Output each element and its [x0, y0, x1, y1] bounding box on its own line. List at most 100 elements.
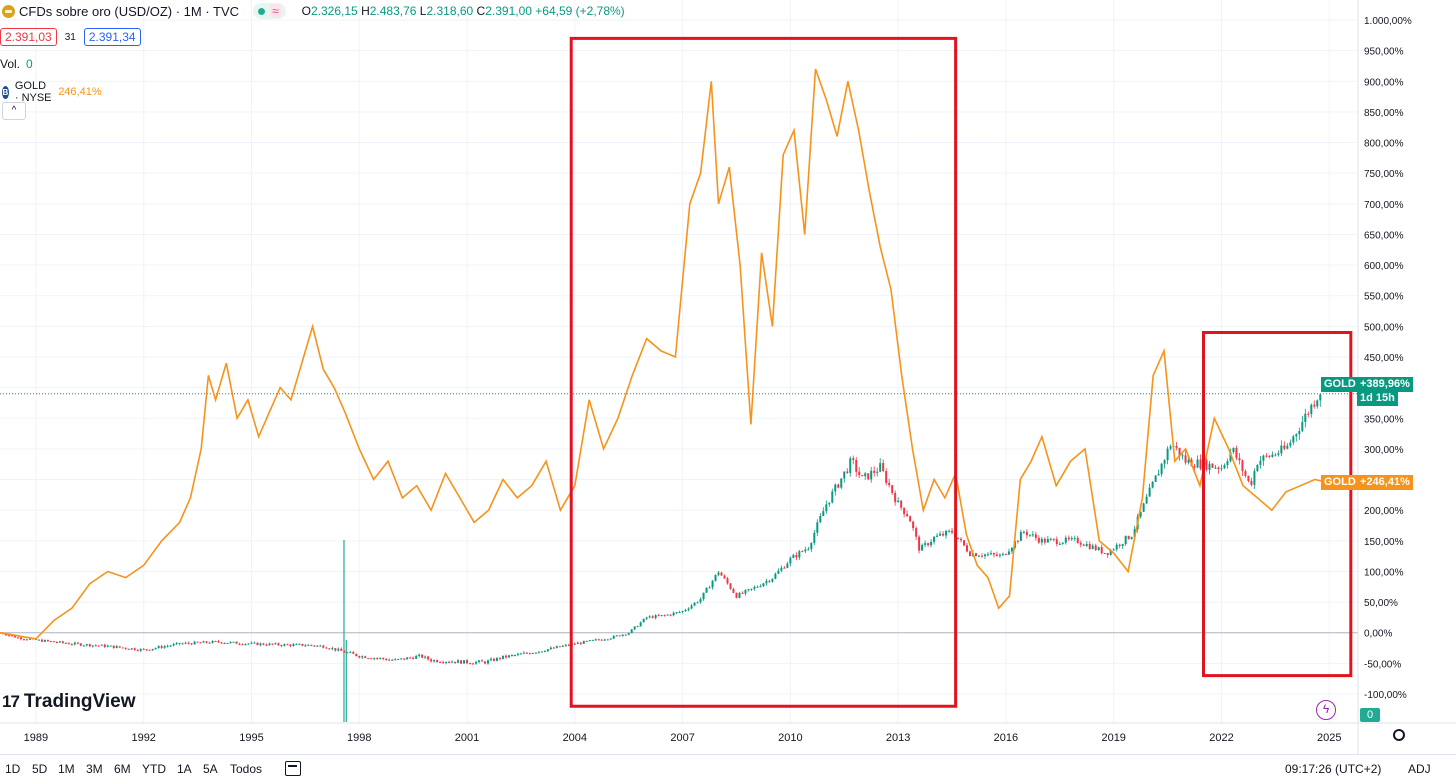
candle-body — [1268, 455, 1271, 457]
range-5a[interactable]: 5A — [203, 762, 218, 776]
candle-body — [840, 478, 843, 488]
candle-body — [798, 551, 801, 558]
settings-gear-icon[interactable] — [1393, 729, 1405, 741]
candle-body — [286, 644, 289, 646]
candle-body — [777, 570, 780, 574]
candle-body — [513, 654, 516, 656]
candle-body — [133, 648, 136, 651]
candle-body — [489, 658, 492, 661]
lightning-icon[interactable]: ϟ — [1316, 700, 1336, 720]
range-ytd[interactable]: YTD — [142, 762, 166, 776]
range-1d[interactable]: 1D — [5, 762, 21, 776]
x-tick-label: 1992 — [131, 732, 155, 744]
volume-legend[interactable]: Vol. 0 — [0, 57, 33, 71]
range-1m[interactable]: 1M — [58, 762, 75, 776]
candle-body — [618, 635, 621, 637]
candle-body — [319, 645, 322, 647]
volume-bar — [343, 540, 345, 722]
candle-body — [1139, 511, 1142, 517]
range-1a[interactable]: 1A — [177, 762, 192, 776]
candle-body — [1124, 535, 1127, 545]
candle-body — [58, 641, 61, 643]
candle-body — [340, 648, 343, 651]
candle-body — [1232, 448, 1235, 452]
candle-body — [19, 637, 22, 640]
tradingview-logo[interactable]: 17 TradingView — [2, 691, 136, 713]
candle-body — [1214, 467, 1217, 469]
candle-body — [1265, 455, 1268, 457]
candle-body — [567, 644, 570, 646]
y-tick-label: 1.000,00% — [1364, 16, 1412, 27]
candle-body — [966, 545, 969, 552]
candle-body — [549, 647, 552, 650]
candle-body — [1298, 431, 1301, 435]
candle-body — [1010, 547, 1013, 552]
candle-body — [738, 592, 741, 598]
candle-body — [1187, 459, 1190, 463]
candle-body — [534, 652, 537, 654]
candle-body — [442, 662, 445, 664]
candle-body — [7, 635, 10, 637]
candle-body — [217, 641, 220, 643]
candle-body — [1163, 460, 1166, 464]
candle-body — [358, 656, 361, 658]
candle-body — [1031, 534, 1034, 536]
candle-body — [331, 648, 334, 650]
y-tick-label: 200,00% — [1364, 506, 1404, 517]
calendar-icon[interactable] — [285, 761, 301, 776]
candle-body — [687, 608, 690, 610]
candle-body — [289, 644, 292, 646]
candle-body — [1208, 463, 1211, 470]
volume-bar — [345, 640, 347, 722]
adjust-toggle[interactable]: ADJ — [1408, 762, 1431, 776]
candle-body — [181, 643, 184, 645]
candle-body — [448, 661, 451, 663]
candle-body — [744, 590, 747, 594]
sell-price-button[interactable]: 2.391,03 — [0, 28, 57, 46]
buy-price-button[interactable]: 2.391,34 — [83, 28, 141, 46]
collapse-legend-button[interactable]: ^ — [2, 102, 26, 120]
candle-body — [1034, 534, 1037, 538]
candle-body — [579, 642, 582, 644]
candle-body — [172, 643, 175, 646]
range-3m[interactable]: 3M — [86, 762, 103, 776]
candle-body — [139, 648, 142, 651]
x-tick-label: 2004 — [563, 732, 587, 744]
candle-body — [1022, 531, 1025, 533]
candle-body — [1109, 549, 1112, 556]
candle-body — [831, 491, 834, 503]
candle-body — [771, 578, 774, 582]
candle-body — [627, 633, 630, 635]
candle-body — [504, 655, 507, 658]
candle-body — [948, 530, 951, 532]
candle-body — [229, 642, 232, 644]
x-tick-label: 2025 — [1317, 732, 1341, 744]
symbol-title[interactable]: CFDs sobre oro (USD/OZ) · 1M · TVC — [19, 3, 240, 19]
candle-body — [519, 653, 522, 655]
candle-body — [678, 611, 681, 613]
candle-body — [804, 549, 807, 552]
compare-legend[interactable]: B GOLD · NYSE 246,41% — [2, 80, 102, 104]
candle-body — [28, 638, 31, 640]
market-open-dot-icon — [258, 7, 266, 15]
clock-timezone[interactable]: 09:17:26 (UTC+2) — [1285, 762, 1382, 776]
range-all[interactable]: Todos — [230, 762, 263, 776]
range-5d[interactable]: 5D — [32, 762, 48, 776]
y-tick-label: 150,00% — [1364, 537, 1404, 548]
range-6m[interactable]: 6M — [114, 762, 131, 776]
candle-body — [1145, 496, 1148, 504]
candle-body — [591, 639, 594, 641]
x-tick-label: 2010 — [778, 732, 802, 744]
candle-body — [373, 658, 376, 660]
candle-body — [295, 643, 298, 645]
data-delay-icon: ≈ — [270, 4, 281, 18]
candle-body — [1247, 475, 1250, 481]
candle-body — [154, 648, 157, 650]
candle-body — [540, 651, 543, 653]
market-status-badge[interactable]: ≈ — [253, 3, 286, 19]
candle-body — [418, 654, 421, 657]
legend-symbol-row[interactable]: CFDs sobre oro (USD/OZ) · 1M · TVC ≈ O2.… — [0, 3, 625, 19]
candle-body — [906, 514, 909, 517]
candle-body — [1016, 540, 1019, 542]
